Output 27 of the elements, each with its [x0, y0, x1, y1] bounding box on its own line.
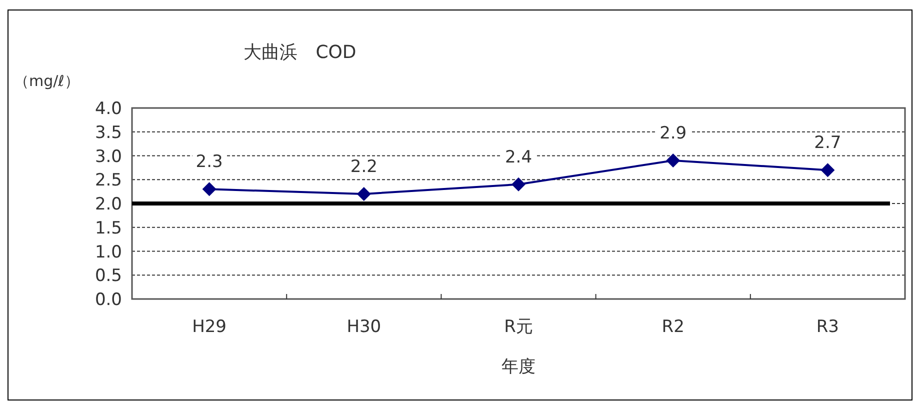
y-tick-label: 1.5 — [94, 218, 122, 238]
x-tick-label: R2 — [662, 317, 684, 337]
point — [512, 177, 526, 192]
chart-title: 大曲浜 COD — [244, 42, 356, 63]
point — [202, 182, 216, 196]
y-tick-label: 0.5 — [94, 266, 122, 286]
data-label: 2.3 — [196, 152, 223, 172]
y-tick-label: 3.0 — [94, 146, 122, 167]
point — [356, 186, 371, 201]
y-tick-label: 1.0 — [94, 242, 122, 262]
data-label: 2.2 — [350, 156, 378, 177]
y-tick-label: 2.0 — [94, 194, 122, 214]
x-tick-label: R元 — [504, 317, 533, 337]
data-label: 2.4 — [504, 147, 532, 168]
x-tick-label: R3 — [816, 317, 840, 337]
x-axis-title: 年度 — [502, 357, 536, 377]
y-tick-label: 3.5 — [94, 122, 122, 143]
point — [820, 163, 835, 178]
y-tick-label: 4.0 — [94, 99, 122, 119]
x-tick-label: H29 — [192, 317, 227, 337]
point — [666, 154, 680, 168]
data-label: 2.7 — [814, 133, 842, 154]
data-label: 2.9 — [660, 124, 687, 144]
y-tick-label: 2.5 — [94, 170, 122, 191]
y-tick-label: 0.0 — [94, 290, 122, 310]
y-axis-title: （mg/ℓ） — [14, 72, 80, 90]
x-tick-label: H30 — [346, 317, 382, 337]
